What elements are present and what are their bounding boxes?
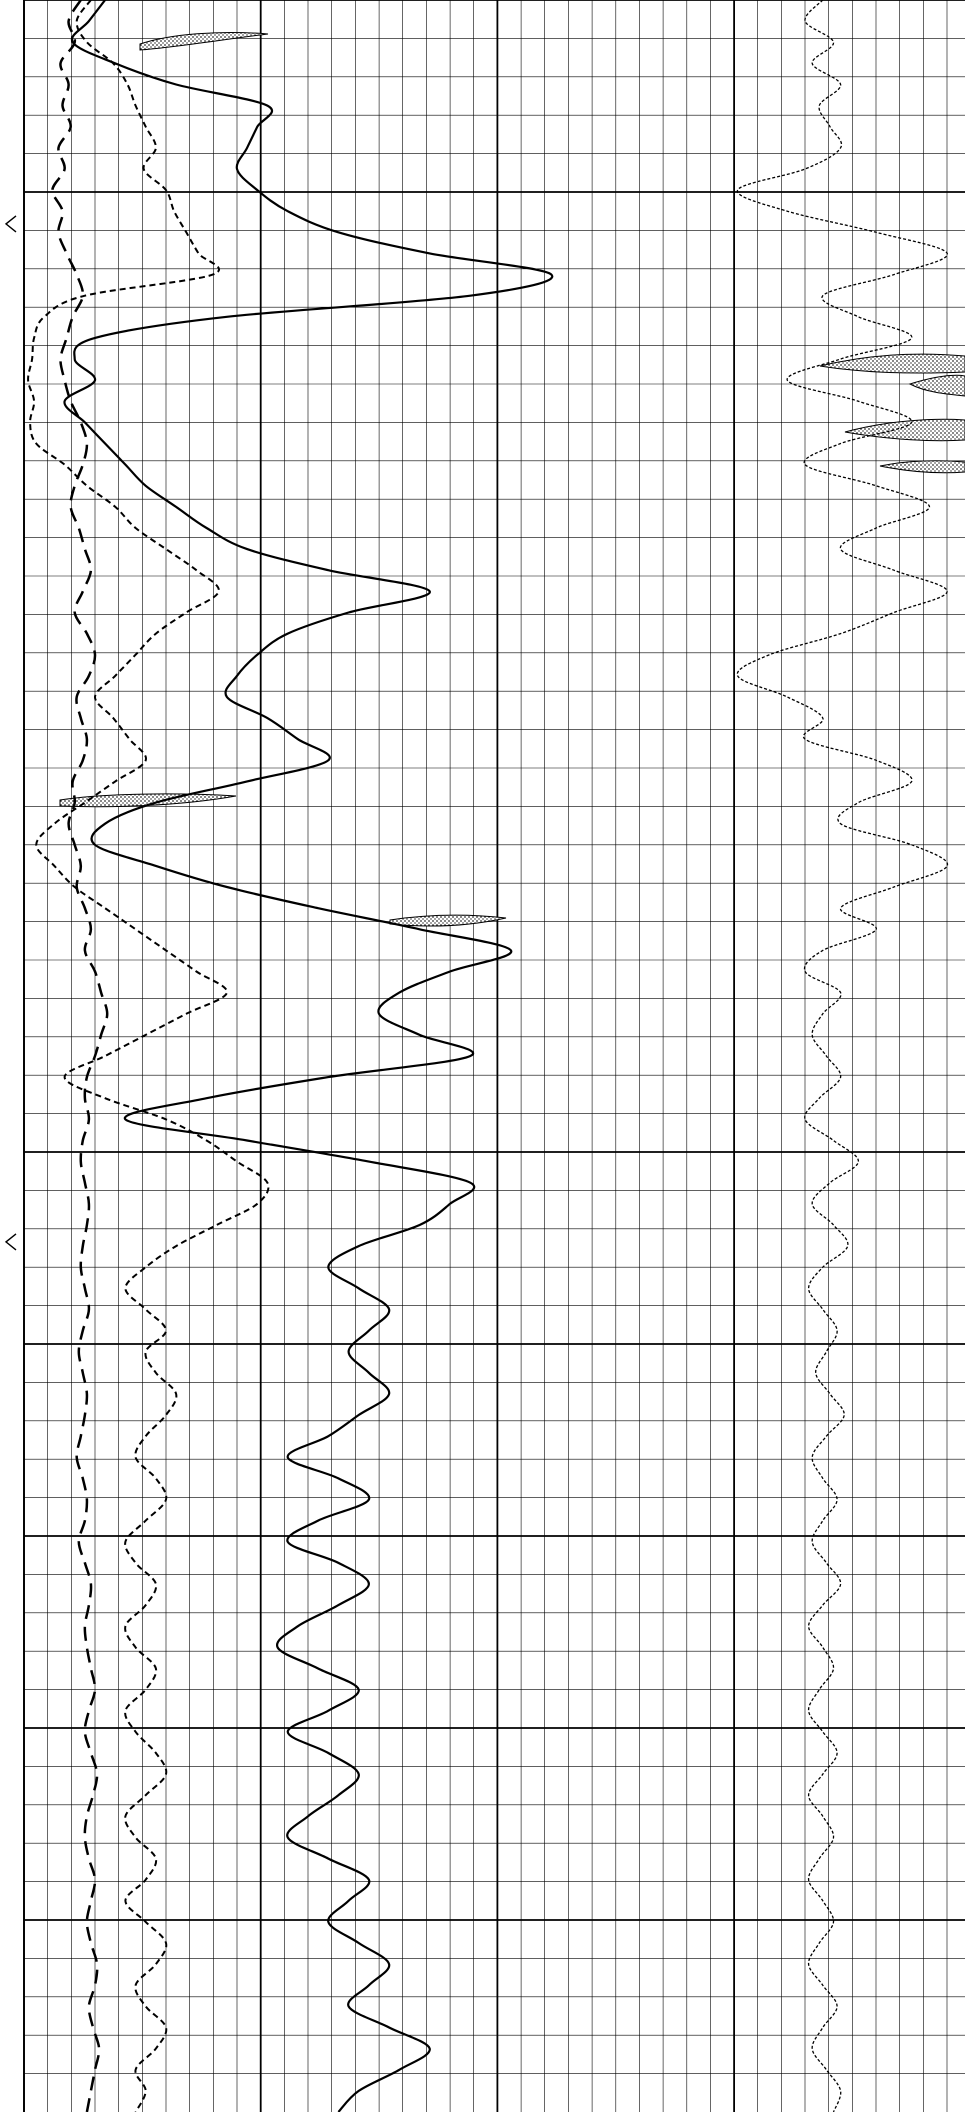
log-curves xyxy=(27,0,948,2112)
depth-markers xyxy=(4,215,17,1251)
grid xyxy=(23,0,965,2112)
shaded-zone xyxy=(139,31,269,51)
series-line-track-1-2 xyxy=(27,0,270,2112)
series-line-track-1-3 xyxy=(63,0,554,2112)
shaded-zones xyxy=(59,31,965,927)
shaded-zone xyxy=(819,353,965,374)
shaded-zone xyxy=(389,914,507,927)
shaded-zone xyxy=(59,793,237,808)
shaded-zone xyxy=(908,374,965,397)
shaded-zone xyxy=(844,418,965,442)
depth-marker-icon xyxy=(4,1233,17,1251)
series-line-track-1-1 xyxy=(51,0,109,2112)
shaded-zone xyxy=(879,460,965,474)
depth-marker-icon xyxy=(4,215,17,233)
series-line-track-2-1 xyxy=(736,0,948,2112)
